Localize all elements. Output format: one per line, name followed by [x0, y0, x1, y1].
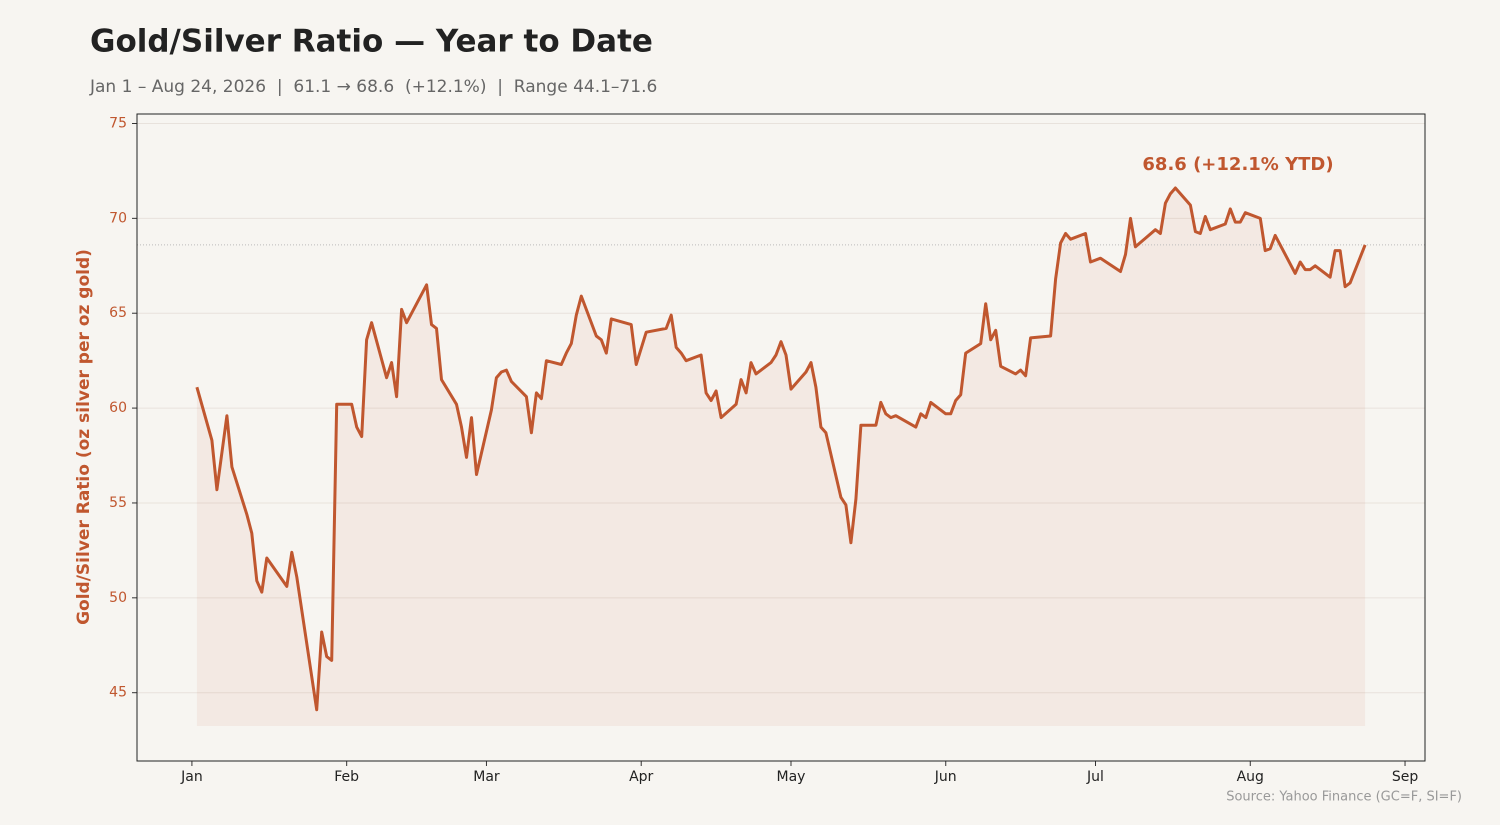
y-tick-label: 75	[109, 115, 127, 131]
area	[196, 188, 1366, 726]
plot-frame	[136, 113, 1426, 762]
source-note: Source: Yahoo Finance (GC=F, SI=F)	[1226, 790, 1462, 805]
y-tick-label: 50	[109, 590, 127, 606]
x-tick-label: Aug	[1237, 769, 1264, 785]
x-tick-label: Apr	[629, 769, 653, 785]
chart-subtitle: Jan 1 – Aug 24, 2026 | 61.1 → 68.6 (+12.…	[89, 77, 657, 97]
x-tick-label: Feb	[334, 769, 359, 785]
line	[195, 186, 1367, 712]
x-tick-label: Jun	[934, 769, 957, 785]
y-tick-label: 70	[109, 210, 127, 226]
x-tick-label: Jan	[180, 769, 203, 785]
x-tick-label: Jul	[1086, 769, 1104, 785]
chart-title: Gold/Silver Ratio — Year to Date	[90, 24, 653, 60]
y-tick-label: 45	[109, 685, 127, 701]
y-tick-label: 65	[109, 305, 127, 321]
y-tick-label: 60	[109, 400, 127, 416]
x-tick-label: Mar	[473, 769, 500, 785]
x-tick-label: Sep	[1392, 769, 1419, 785]
y-tick-label: 55	[109, 495, 127, 511]
annotation: 68.6 (+12.1% YTD)	[1142, 154, 1333, 175]
y-axis-label: Gold/Silver Ratio (oz silver per oz gold…	[74, 249, 94, 625]
x-tick-label: May	[777, 769, 806, 785]
